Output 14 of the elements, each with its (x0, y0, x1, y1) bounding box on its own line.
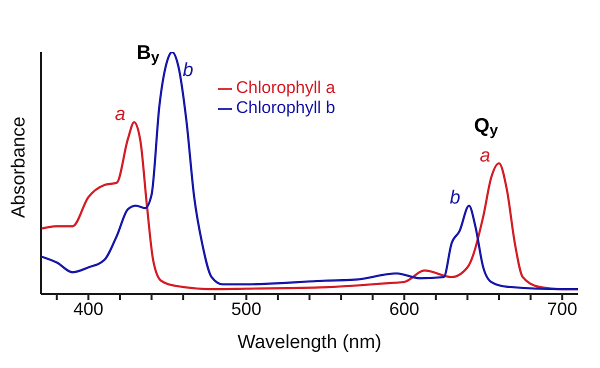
annotation: a (480, 144, 490, 166)
x-axis-title: Wavelength (nm) (238, 332, 382, 353)
annotation: Q$_{y}$ (474, 115, 499, 139)
y-axis-title: Absorbance (8, 116, 30, 218)
x-tick-label: 400 (73, 298, 104, 319)
legend-label: Chlorophyll a (236, 78, 336, 97)
annotation: b (450, 187, 460, 208)
legend-label: Chlorophyll b (236, 98, 336, 117)
x-tick-label: 500 (231, 298, 262, 319)
annotation: b (182, 60, 194, 80)
x-tick-label: 600 (389, 298, 420, 319)
x-tick-label: 700 (547, 298, 578, 319)
annotation: B$_{y}$ (136, 42, 160, 66)
annotation: a (114, 104, 126, 125)
